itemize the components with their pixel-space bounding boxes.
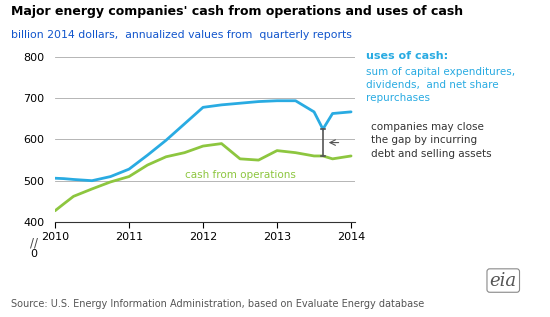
Text: Major energy companies' cash from operations and uses of cash: Major energy companies' cash from operat… (11, 5, 463, 18)
Text: 0: 0 (30, 249, 37, 259)
Text: companies may close: companies may close (371, 122, 484, 132)
Text: uses of cash:: uses of cash: (366, 51, 448, 61)
Text: billion 2014 dollars,  annualized values from  quarterly reports: billion 2014 dollars, annualized values … (11, 30, 352, 40)
Text: the gap by incurring: the gap by incurring (371, 135, 477, 146)
Text: eia: eia (490, 272, 517, 289)
Text: cash from operations: cash from operations (185, 170, 295, 179)
Text: dividends,  and net share: dividends, and net share (366, 80, 498, 90)
Text: sum of capital expenditures,: sum of capital expenditures, (366, 67, 515, 77)
Text: //: // (30, 236, 38, 249)
Text: debt and selling assets: debt and selling assets (371, 149, 492, 159)
Text: repurchases: repurchases (366, 93, 430, 103)
Text: Source: U.S. Energy Information Administration, based on Evaluate Energy databas: Source: U.S. Energy Information Administ… (11, 299, 424, 309)
